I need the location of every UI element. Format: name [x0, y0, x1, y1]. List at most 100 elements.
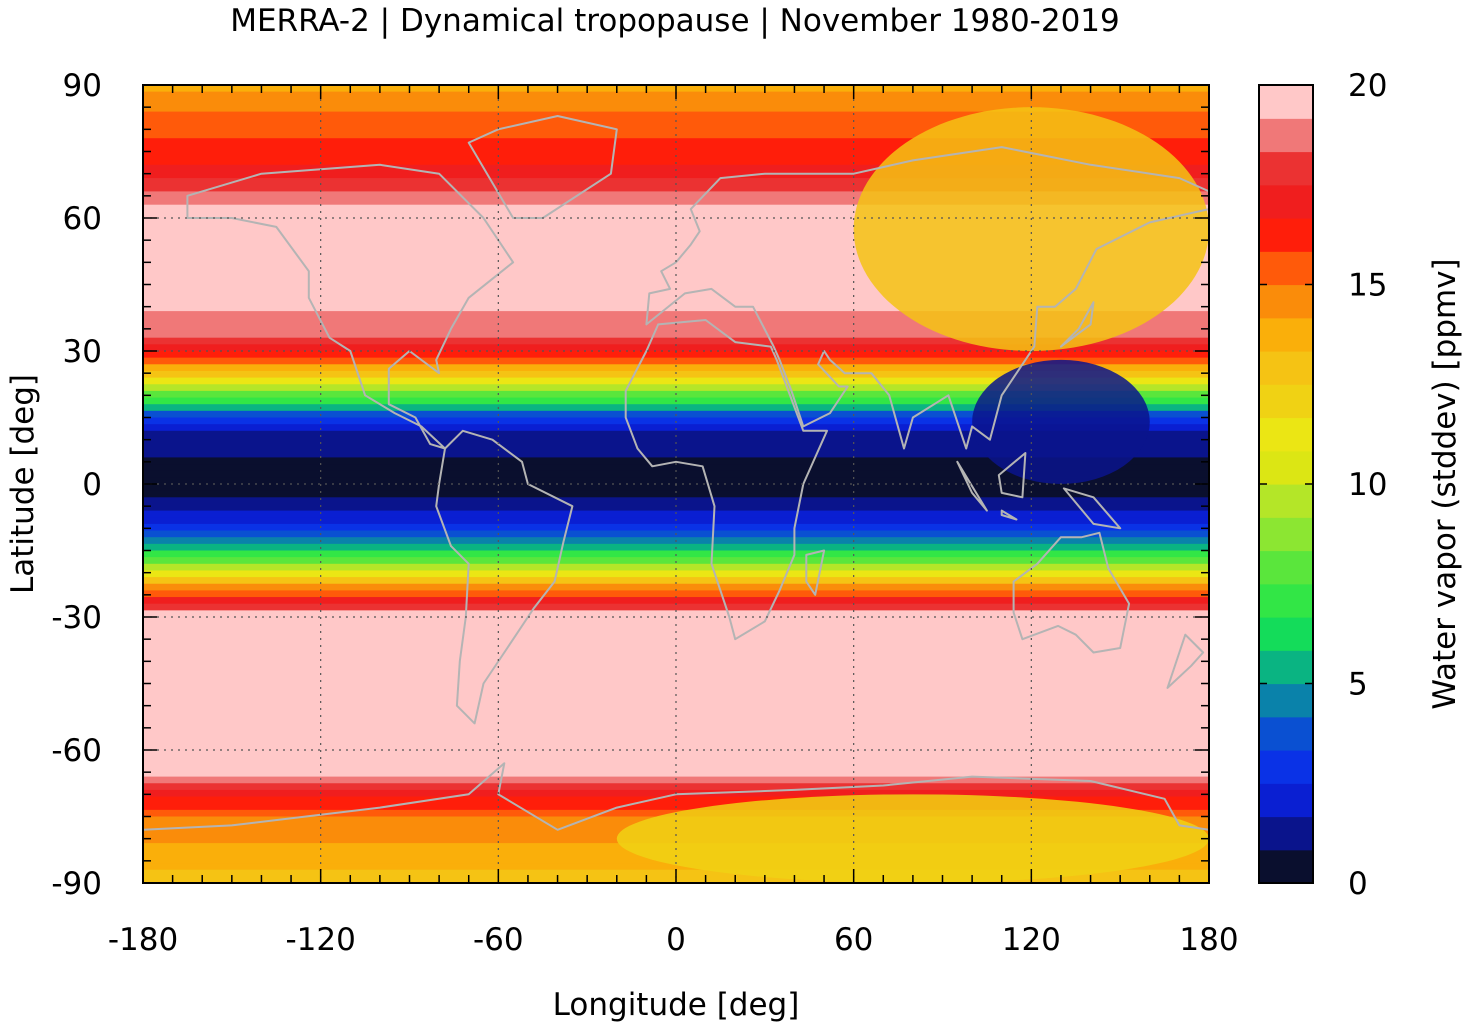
heatmap-band	[143, 464, 1209, 472]
coastline	[624, 319, 828, 641]
heatmap-band	[143, 231, 1209, 239]
heatmap-band	[143, 570, 1209, 578]
y-tick-label: 0	[82, 467, 102, 503]
coastlines	[143, 115, 1209, 883]
colorbar-tick-label: 0	[1348, 866, 1368, 902]
heatmap-band	[143, 490, 1209, 498]
heatmap-band	[143, 696, 1209, 705]
heatmap-band	[143, 351, 1209, 359]
heatmap-band	[143, 723, 1209, 731]
coastline	[435, 429, 574, 725]
heatmap-band	[143, 450, 1209, 458]
heatmap-band	[143, 577, 1209, 585]
heatmap-band	[143, 291, 1209, 299]
x-tick-label: 180	[1179, 922, 1238, 958]
heatmap-band	[143, 710, 1209, 718]
colorbar-segment	[1259, 484, 1313, 518]
heatmap-band	[143, 311, 1209, 319]
heatmap-band	[143, 736, 1209, 744]
heatmap-band	[143, 603, 1209, 611]
heatmap-band	[143, 763, 1209, 771]
colorbar-title: Water vapor (stddev) [ppmv]	[1427, 258, 1463, 709]
heatmap-band	[143, 104, 1209, 113]
colorbar-tick-label: 10	[1348, 467, 1387, 503]
colorbar-tick-label: 20	[1348, 68, 1387, 104]
heatmap-band	[143, 470, 1209, 478]
colorbar-segment	[1259, 450, 1313, 485]
colorbar-segment	[1259, 517, 1313, 552]
heatmap-band	[143, 750, 1209, 758]
heatmap-region	[972, 359, 1150, 484]
heatmap-band	[143, 477, 1209, 485]
colorbar-segment	[1259, 849, 1313, 884]
coastline	[467, 115, 618, 219]
heatmap-band	[143, 337, 1209, 345]
heatmap-band	[143, 610, 1209, 618]
heatmap-band	[143, 563, 1209, 572]
x-axis-tick-labels: -180 -120 -60 0 60 120 180	[108, 922, 1239, 958]
heatmap-region	[853, 107, 1209, 352]
heatmap-band	[143, 218, 1209, 226]
heatmap-band	[143, 324, 1209, 332]
colorbar-segment	[1259, 716, 1313, 751]
colorbar-segment	[1259, 184, 1313, 219]
colorbar-segment	[1259, 351, 1313, 385]
heatmap-band	[143, 211, 1209, 219]
coastline	[1000, 509, 1018, 521]
heatmap-band	[143, 437, 1209, 445]
chart-title: MERRA-2 | Dynamical tropopause | Novembe…	[230, 3, 1120, 39]
heatmap-band	[143, 510, 1209, 518]
heatmap-band	[143, 224, 1209, 232]
colorbar-segment	[1259, 816, 1313, 851]
heatmap-band	[143, 590, 1209, 598]
heatmap-band	[143, 191, 1209, 199]
heatmap-band	[143, 198, 1209, 206]
colorbar-segment	[1259, 783, 1313, 818]
colorbar-segment	[1259, 617, 1313, 651]
y-tick-label: 90	[63, 68, 102, 104]
y-tick-label: 30	[63, 334, 102, 370]
colorbar-tick-label: 5	[1348, 667, 1368, 703]
coastline	[805, 549, 826, 596]
x-axis-title: Longitude [deg]	[553, 987, 800, 1023]
colorbar-segment	[1259, 683, 1313, 718]
heatmap-band	[143, 430, 1209, 439]
heatmap-band	[143, 158, 1209, 166]
heatmap-band	[143, 331, 1209, 339]
colorbar-segment	[1259, 650, 1313, 685]
colorbar-segment	[1259, 85, 1313, 119]
heatmap-band	[143, 484, 1209, 492]
colorbar-segment	[1259, 317, 1313, 352]
heatmap-band	[143, 863, 1209, 871]
colorbar-frame	[1258, 84, 1314, 884]
colorbar-tick-labels: 0 5 10 15 20	[1348, 68, 1387, 902]
coastline	[186, 163, 515, 450]
colorbar	[1259, 84, 1313, 884]
colorbar-segment	[1259, 251, 1313, 286]
heatmap-band	[143, 244, 1209, 252]
heatmap-band	[143, 743, 1209, 751]
heatmap-band	[143, 344, 1209, 352]
colorbar-segment	[1259, 284, 1313, 319]
x-tick-label: 120	[1002, 922, 1061, 958]
colorbar-segment	[1259, 417, 1313, 452]
coastline	[997, 452, 1027, 499]
x-tick-label: -60	[473, 922, 524, 958]
heatmap-band	[143, 636, 1209, 645]
heatmap-band	[143, 171, 1209, 179]
gridlines	[143, 85, 1209, 883]
y-tick-label: 60	[63, 201, 102, 237]
colorbar-segment	[1259, 550, 1313, 585]
colorbar-tick-label: 15	[1348, 268, 1387, 304]
heatmap-band	[143, 643, 1209, 651]
heatmap-band	[143, 617, 1209, 625]
heatmap-band	[143, 503, 1209, 512]
heatmap-band	[143, 184, 1209, 192]
coastline	[956, 460, 988, 512]
heatmap-band	[143, 377, 1209, 385]
coastline	[1062, 487, 1122, 530]
coastline	[1059, 301, 1095, 348]
coastline	[143, 762, 1209, 883]
heatmap-band	[143, 370, 1209, 379]
